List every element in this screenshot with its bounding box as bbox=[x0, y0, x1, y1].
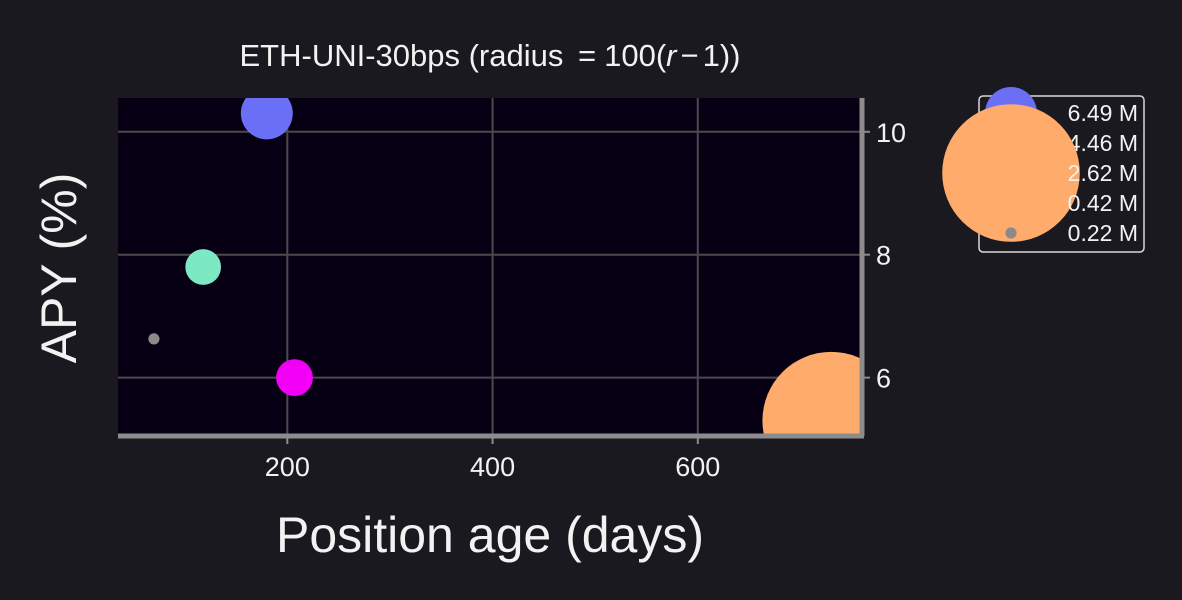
x-axis-ticks: 200 400 600 bbox=[265, 436, 720, 482]
grid bbox=[118, 98, 862, 436]
plot-area bbox=[118, 98, 862, 436]
data-point bbox=[276, 359, 313, 397]
data-points bbox=[148, 98, 862, 436]
data-point bbox=[762, 351, 862, 436]
legend-label: 2.62 M bbox=[1068, 160, 1138, 186]
legend-label: 0.42 M bbox=[1068, 190, 1138, 216]
x-axis-label: Position age (days) bbox=[276, 507, 704, 563]
chart-title: ETH-UNI-30bps (radius = 100(r −1)) bbox=[240, 38, 741, 73]
x-tick-label: 200 bbox=[265, 452, 310, 482]
y-tick-label: 10 bbox=[876, 118, 906, 148]
y-tick-label: 8 bbox=[876, 241, 891, 271]
legend-label: 0.22 M bbox=[1068, 220, 1138, 246]
y-axis-ticks: 6 8 10 bbox=[862, 118, 906, 394]
data-point bbox=[240, 98, 293, 140]
y-tick-label: 6 bbox=[876, 364, 891, 394]
legend: 6.49 M 4.46 M 2.62 M 0.42 M 0.22 M bbox=[942, 87, 1145, 253]
data-point bbox=[148, 333, 160, 345]
legend-marker bbox=[942, 104, 1080, 242]
legend-label: 6.49 M bbox=[1068, 100, 1138, 126]
x-tick-label: 600 bbox=[675, 452, 720, 482]
axes-spines bbox=[118, 98, 865, 439]
x-tick-label: 400 bbox=[470, 452, 515, 482]
legend-label: 4.46 M bbox=[1068, 130, 1138, 156]
data-point bbox=[185, 249, 222, 285]
y-axis-label: APY (%) bbox=[31, 173, 87, 364]
legend-marker bbox=[1005, 227, 1017, 239]
